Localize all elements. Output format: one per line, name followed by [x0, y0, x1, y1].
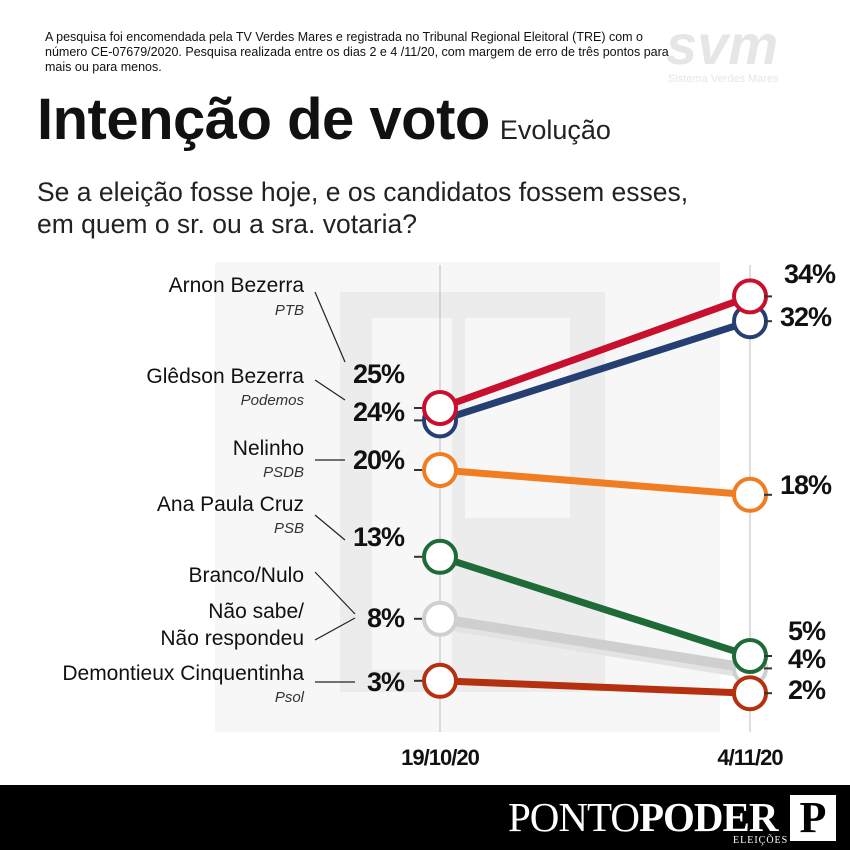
- value-label-nelinho-1: 18%: [780, 470, 832, 500]
- connector-3: [314, 514, 346, 541]
- candidate-name-arnon-bezerra: Arnon Bezerra: [169, 274, 305, 297]
- point-arnon-bezerra-1: [732, 278, 768, 315]
- candidate-party-ana-paula-cruz: PSB: [274, 520, 304, 537]
- series-line-nao-sabe-nao-respondeu: [439, 619, 759, 680]
- candidate-name-nao-sabe-nao-respondeu: Não sabe/Não respondeu: [160, 600, 304, 650]
- page-title: Intenção de voto: [37, 87, 490, 152]
- survey-question: Se a eleição fosse hoje, e os candidatos…: [37, 177, 689, 239]
- candidate-party-arnon-bezerra: PTB: [275, 302, 304, 319]
- point-demontieux-cinquentinha-0: [422, 662, 458, 699]
- methodology-note: A pesquisa foi encomendada pela TV Verde…: [45, 30, 669, 74]
- value-label-branco-nulo-0: 8%: [367, 603, 405, 633]
- candidate-name-ana-paula-cruz: Ana Paula Cruz: [157, 493, 304, 516]
- candidate-name-nelinho: Nelinho: [233, 437, 304, 460]
- svm-logo-text: svm: [666, 13, 778, 76]
- connector-1: [314, 379, 346, 401]
- connector-5: [314, 617, 356, 641]
- candidate-name-demontieux-cinquentinha: Demontieux Cinquentinha: [62, 662, 304, 685]
- value-label-arnon-bezerra-0: 25%: [353, 359, 405, 389]
- candidate-name-line-1: Não sabe/: [208, 600, 304, 623]
- value-label-nelinho-0: 20%: [353, 445, 405, 475]
- value-label-ana-paula-cruz-1: 5%: [788, 616, 826, 646]
- series-line-arnon-bezerra: [436, 292, 754, 412]
- title-row: Intenção de voto Evolução: [37, 86, 611, 153]
- value-label-demontieux-cinquentinha-0: 3%: [367, 667, 405, 697]
- value-label-arnon-bezerra-1: 34%: [784, 259, 836, 289]
- brand-bold: PODER: [638, 794, 778, 840]
- candidate-party-demontieux-cinquentinha: Psol: [275, 689, 305, 706]
- brand-subtitle: ELEIÇÕES: [733, 835, 789, 846]
- candidate-name-gledson-bezerra: Glêdson Bezerra: [146, 365, 304, 388]
- brand-mark: P: [790, 795, 836, 841]
- page-subtitle: Evolução: [499, 115, 611, 145]
- point-branco-nulo-0: [422, 600, 458, 637]
- series-line-demontieux-cinquentinha: [436, 677, 754, 697]
- value-label-ana-paula-cruz-0: 13%: [353, 522, 405, 552]
- svm-logo: svm Sistema Verdes Mares: [666, 13, 779, 85]
- value-label-gledson-bezerra-1: 32%: [780, 302, 832, 332]
- candidate-party-gledson-bezerra: Podemos: [241, 392, 305, 409]
- series-line-branco-nulo: [435, 613, 755, 674]
- x-tick-label-0: 19/10/20: [401, 745, 479, 770]
- point-ana-paula-cruz-0: [422, 538, 458, 575]
- brand-light: PONTO: [508, 794, 640, 840]
- point-arnon-bezerra-0: [422, 390, 458, 426]
- candidate-name-line-2: Não respondeu: [160, 627, 304, 650]
- value-label-branco-nulo-1: 4%: [788, 644, 826, 674]
- vote-intention-chart: 19/10/20 4/11/20 25% 34% 24% 32% 20% 18% 13% 5% 8…: [62, 259, 837, 770]
- footer: PONTOPODER ELEIÇÕES P: [0, 785, 850, 850]
- brand-wordmark: PONTOPODER: [508, 793, 778, 841]
- point-nelinho-1: [732, 476, 768, 513]
- candidate-party-nelinho: PSDB: [263, 464, 304, 481]
- connector-0: [314, 291, 346, 363]
- connector-4: [314, 571, 356, 615]
- point-nelinho-0: [422, 452, 458, 488]
- series-line-nelinho: [436, 466, 754, 499]
- series-line-ana-paula-cruz: [436, 553, 754, 660]
- x-tick-label-1: 4/11/20: [717, 745, 783, 770]
- candidate-name-branco-nulo: Branco/Nulo: [188, 564, 304, 587]
- value-label-gledson-bezerra-0: 24%: [353, 397, 405, 427]
- point-demontieux-cinquentinha-1: [732, 675, 768, 712]
- value-label-demontieux-cinquentinha-1: 2%: [788, 675, 826, 705]
- point-ana-paula-cruz-1: [732, 638, 768, 674]
- series-line-gledson-bezerra: [436, 317, 754, 424]
- svm-logo-caption: Sistema Verdes Mares: [668, 73, 779, 85]
